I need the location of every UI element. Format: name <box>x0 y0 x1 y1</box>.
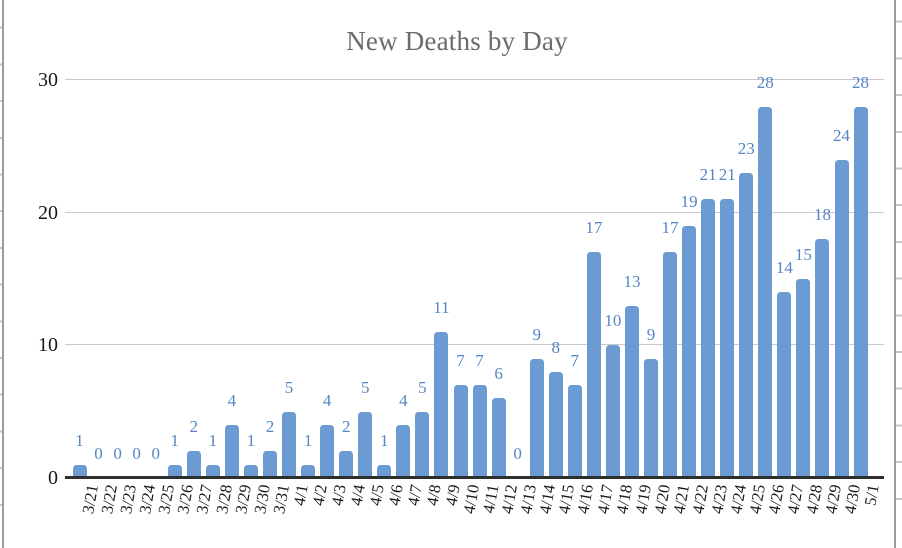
bar[interactable] <box>624 305 639 478</box>
bar[interactable] <box>529 358 544 478</box>
bar[interactable] <box>224 424 239 478</box>
bar-value-label: 9 <box>532 324 541 344</box>
bar-value-label: 2 <box>265 417 275 437</box>
bar[interactable] <box>682 225 697 478</box>
bar-value-label: 5 <box>284 377 294 397</box>
bar-value-label: 21 <box>699 165 717 185</box>
bar-value-label: 18 <box>813 205 831 225</box>
gridline-y-30 <box>65 79 884 80</box>
bar-value-label: 1 <box>246 430 256 450</box>
bar-value-label: 0 <box>132 444 141 463</box>
bar-value-label: 4 <box>322 390 332 410</box>
bar[interactable] <box>377 464 392 478</box>
bar-value-label: 0 <box>151 444 160 463</box>
bar[interactable] <box>396 424 411 478</box>
bar[interactable] <box>777 292 792 478</box>
bar[interactable] <box>301 464 316 478</box>
bar-value-label: 0 <box>94 444 103 463</box>
bar[interactable] <box>758 106 773 478</box>
sheet-border-left <box>2 0 4 548</box>
bar[interactable] <box>586 252 601 478</box>
bar-value-label: 7 <box>570 351 580 371</box>
bar-value-label: 19 <box>680 191 698 211</box>
bar-value-label: 5 <box>418 377 427 397</box>
bar[interactable] <box>605 345 620 478</box>
bar-value-label: 14 <box>775 258 793 278</box>
x-axis-line <box>65 476 884 479</box>
bar[interactable] <box>796 279 811 478</box>
bar-value-label: 1 <box>208 430 218 450</box>
bar[interactable] <box>644 358 658 478</box>
bar[interactable] <box>663 252 678 478</box>
bar[interactable] <box>548 371 563 478</box>
bar[interactable] <box>720 199 735 478</box>
bar-value-label: 8 <box>551 337 561 357</box>
bar-value-label: 2 <box>189 417 199 437</box>
bar-value-label: 17 <box>661 218 679 238</box>
bar[interactable] <box>472 385 487 478</box>
bar-value-label: 1 <box>303 430 313 450</box>
bar-value-label: 1 <box>75 430 84 450</box>
bar-value-label: 0 <box>513 444 522 463</box>
bar-value-label: 2 <box>341 417 351 437</box>
bar-value-label: 13 <box>623 271 641 291</box>
bar[interactable] <box>186 451 201 478</box>
bar-value-label: 6 <box>494 364 503 384</box>
sheet-border-right <box>894 0 896 548</box>
bar-value-label: 17 <box>585 218 603 238</box>
chart-title: New Deaths by Day <box>346 26 568 56</box>
bar[interactable] <box>72 464 87 478</box>
bar[interactable] <box>205 464 220 478</box>
bar-value-label: 11 <box>433 298 450 318</box>
bar[interactable] <box>243 464 258 478</box>
bar-value-label: 28 <box>756 72 774 92</box>
bar-value-label: 4 <box>227 390 237 410</box>
bar[interactable] <box>358 411 373 478</box>
plot-area: 1 0 0 0 0 1 2 1 4 1 2 5 1 4 2 5 1 4 5 11 7 7 6 0 9 8 7 17 10 13 9 17 19 2… <box>65 70 884 478</box>
bar[interactable] <box>453 385 468 478</box>
bar[interactable] <box>567 385 582 478</box>
bar-value-label: 0 <box>113 444 122 463</box>
bar[interactable] <box>434 332 449 478</box>
bar[interactable] <box>853 106 868 478</box>
bar-value-label: 10 <box>604 311 622 331</box>
bar-value-label: 1 <box>170 430 180 450</box>
y-tick-label: 30 <box>38 69 58 91</box>
y-tick-label: 10 <box>38 334 58 357</box>
bar-value-label: 24 <box>833 125 850 145</box>
bar[interactable] <box>815 239 830 478</box>
gridline-y-20 <box>65 211 884 213</box>
bar[interactable] <box>491 398 506 478</box>
bar-value-label: 23 <box>737 138 755 158</box>
bar-value-label: 1 <box>380 430 389 450</box>
bar-value-label: 4 <box>399 390 408 410</box>
gridline-y-10 <box>65 344 884 346</box>
bar-value-label: 5 <box>361 377 370 397</box>
sheet-row-ticks-right <box>896 0 902 548</box>
bar[interactable] <box>320 424 335 478</box>
bar[interactable] <box>834 159 849 478</box>
bar[interactable] <box>339 451 354 478</box>
bar-value-label: 7 <box>475 351 484 371</box>
bar[interactable] <box>263 451 277 478</box>
bar[interactable] <box>282 411 297 478</box>
bar-value-label: 15 <box>794 245 812 264</box>
bar[interactable] <box>701 199 716 478</box>
bar-value-label: 28 <box>852 72 870 92</box>
bar-value-label: 21 <box>718 165 736 185</box>
bar-value-label: 9 <box>646 324 656 344</box>
y-tick-label: 0 <box>48 467 58 489</box>
bar-value-label: 7 <box>456 351 465 371</box>
bar[interactable] <box>415 411 430 478</box>
sheet-row-ticks-left <box>0 0 2 548</box>
y-tick-label: 20 <box>38 201 58 224</box>
x-tick-label-text: 5/1 <box>860 483 884 508</box>
bar[interactable] <box>167 464 182 478</box>
bar[interactable] <box>739 172 754 478</box>
